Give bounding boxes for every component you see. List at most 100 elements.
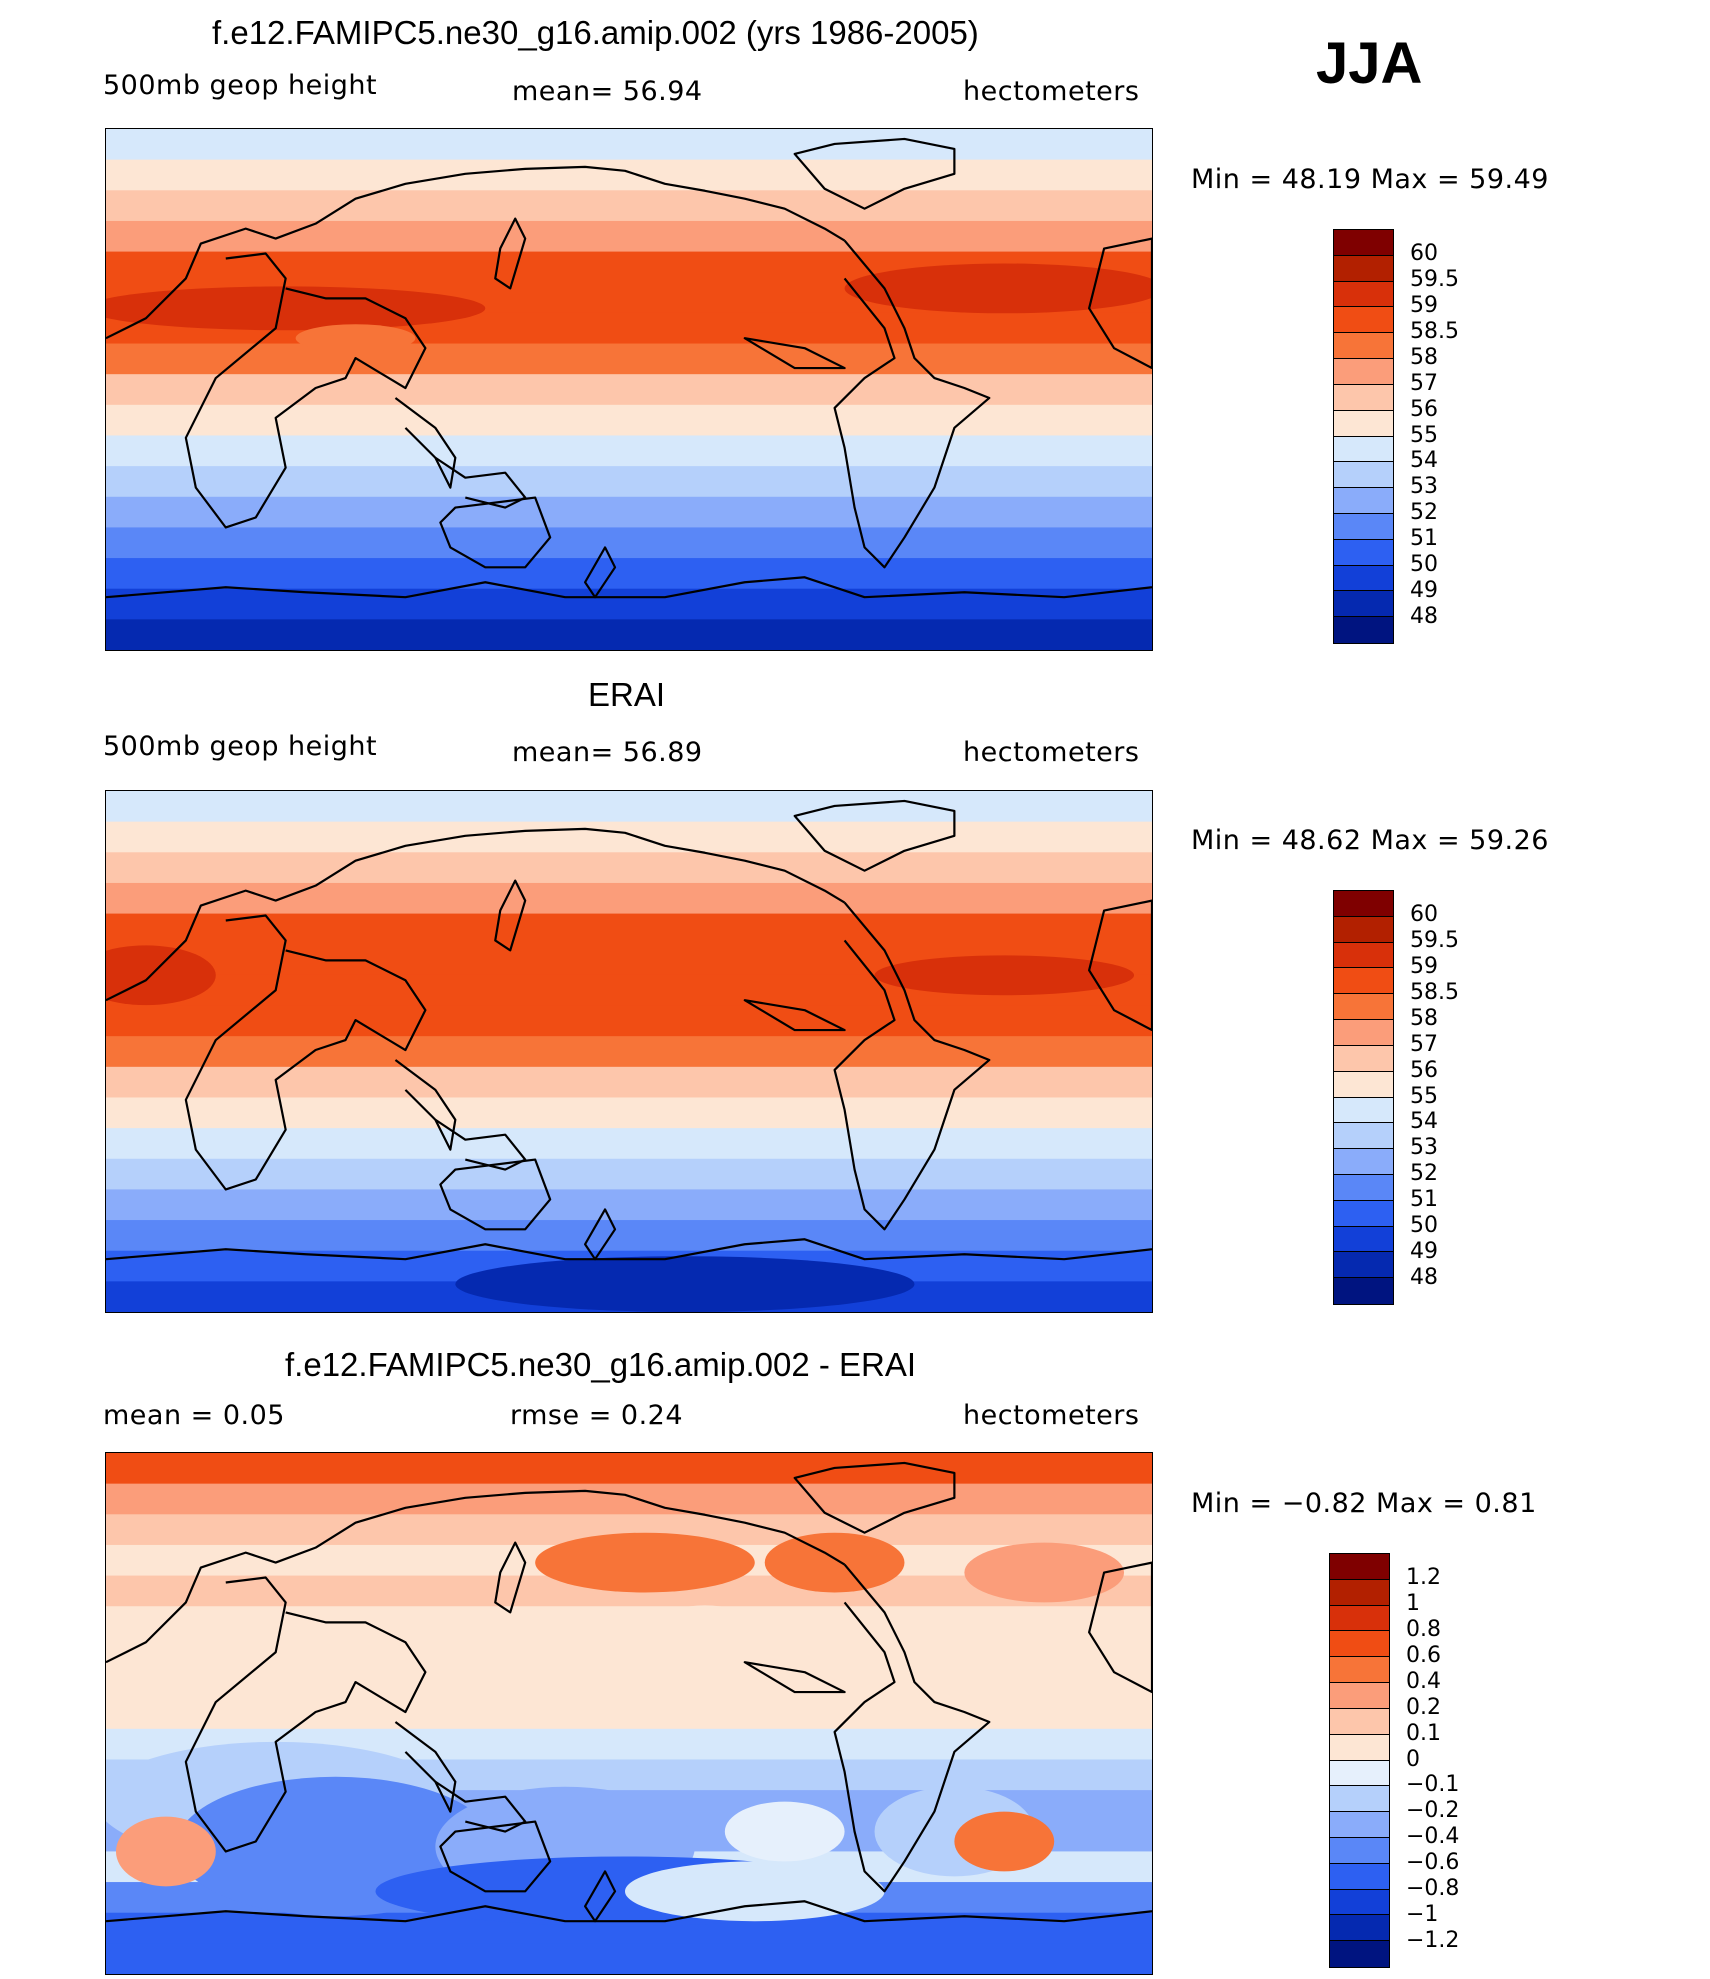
coastline xyxy=(106,1900,1152,1923)
colorbar-tick-label: −0.2 xyxy=(1406,1798,1460,1824)
anomaly-region xyxy=(115,1816,216,1887)
contour-band xyxy=(106,558,1152,590)
panel-2-title: ERAI xyxy=(588,676,666,713)
panel-1-units-label: hectometers xyxy=(963,76,1140,107)
contour-band xyxy=(106,343,1152,376)
colorbar-swatch xyxy=(1330,1786,1389,1813)
colorbar-swatch xyxy=(1334,539,1393,566)
anomaly-region xyxy=(724,1801,845,1862)
coastline xyxy=(106,827,846,1002)
contour-band xyxy=(106,1128,1152,1160)
anomaly-region xyxy=(664,1605,745,1630)
coastline xyxy=(106,576,1152,599)
contour-band xyxy=(106,1097,1152,1130)
coastline xyxy=(743,337,846,370)
colorbar-swatch xyxy=(1334,410,1393,437)
colorbar-tick-label: 55 xyxy=(1410,1083,1438,1109)
contour-band xyxy=(106,374,1152,406)
coastline xyxy=(394,397,457,489)
panel-3-title: f.e12.FAMIPC5.ne30_g16.amip.002 - ERAI xyxy=(285,1346,917,1383)
colorbar-tick-label: 52 xyxy=(1410,500,1438,526)
colorbar-tick-label: 60 xyxy=(1410,901,1438,927)
contour-band xyxy=(106,1453,1152,1485)
coastline xyxy=(439,496,552,569)
panel-3-colorbar xyxy=(1329,1553,1390,1968)
colorbar-tick-label: 54 xyxy=(1410,1109,1438,1135)
anomaly-region xyxy=(964,1542,1125,1603)
contour-band xyxy=(106,129,1152,161)
colorbar-tick-label: 57 xyxy=(1410,370,1438,396)
colorbar-swatch xyxy=(1334,1278,1393,1304)
contour-band xyxy=(106,821,1152,854)
colorbar-tick-label: 50 xyxy=(1410,552,1438,578)
colorbar-swatch xyxy=(1330,1760,1389,1787)
anomaly-region xyxy=(455,1256,915,1312)
contour-band xyxy=(106,190,1152,222)
colorbar-swatch xyxy=(1330,1889,1389,1916)
colorbar-swatch xyxy=(1334,488,1393,514)
panel-3-rmse-label: rmse = 0.24 xyxy=(510,1400,684,1431)
panel-1-mean-label: mean= 56.94 xyxy=(512,76,703,107)
panel-2-mean-label: mean= 56.89 xyxy=(512,737,703,768)
colorbar-tick-label: −1 xyxy=(1406,1902,1439,1928)
colorbar-swatch xyxy=(1330,1554,1389,1580)
colorbar-tick-label: 50 xyxy=(1410,1213,1438,1239)
contour-band xyxy=(106,913,1152,946)
contour-band xyxy=(106,1667,1152,1700)
colorbar-tick-label: 0.8 xyxy=(1406,1616,1441,1642)
colorbar-swatch xyxy=(1334,891,1393,917)
coastline xyxy=(439,1158,552,1231)
coastline xyxy=(106,165,846,340)
colorbar-swatch xyxy=(1330,1579,1389,1606)
colorbar-swatch xyxy=(1334,281,1393,308)
colorbar-tick-label: −0.1 xyxy=(1406,1772,1460,1798)
colorbar-swatch xyxy=(1334,513,1393,540)
panel-3-minmax: Min = −0.82 Max = 0.81 xyxy=(1191,1488,1537,1519)
colorbar-tick-label: 0.6 xyxy=(1406,1642,1441,1668)
coastline xyxy=(184,252,427,529)
contour-band xyxy=(106,1698,1152,1730)
colorbar-tick-label: 0.1 xyxy=(1406,1720,1441,1746)
colorbar-tick-label: 1 xyxy=(1406,1590,1420,1616)
panel-1-minmax: Min = 48.19 Max = 59.49 xyxy=(1191,164,1549,195)
colorbar-tick-label: 59 xyxy=(1410,953,1438,979)
colorbar-swatch xyxy=(1330,1631,1389,1658)
coastline xyxy=(184,1576,427,1853)
coastline xyxy=(434,1118,527,1171)
panel-1-variable-label: 500mb geop height xyxy=(103,70,378,101)
colorbar-swatch xyxy=(1334,1071,1393,1098)
coastline xyxy=(494,879,527,952)
colorbar-tick-label: 58 xyxy=(1410,1005,1438,1031)
coastline xyxy=(184,914,427,1191)
colorbar-tick-label: 0.2 xyxy=(1406,1694,1441,1720)
colorbar-tick-label: 56 xyxy=(1410,396,1438,422)
contour-band xyxy=(106,404,1152,437)
colorbar-tick-label: −0.6 xyxy=(1406,1850,1460,1876)
colorbar-tick-label: 0 xyxy=(1406,1746,1420,1772)
colorbar-swatch xyxy=(1334,968,1393,995)
colorbar-tick-label: −0.8 xyxy=(1406,1876,1460,1902)
coastline xyxy=(793,137,956,210)
coastline xyxy=(1088,1561,1152,1694)
colorbar-swatch xyxy=(1330,1657,1389,1684)
colorbar-swatch xyxy=(1330,1605,1389,1632)
colorbar-swatch xyxy=(1330,1708,1389,1735)
contour-band xyxy=(106,1220,1152,1252)
contour-band xyxy=(106,1005,1152,1038)
colorbar-swatch xyxy=(1330,1863,1389,1890)
contour-band xyxy=(106,1483,1152,1516)
colorbar-tick-label: 1.2 xyxy=(1406,1564,1441,1590)
colorbar-swatch xyxy=(1334,591,1393,618)
contour-band xyxy=(106,159,1152,192)
colorbar-swatch xyxy=(1334,462,1393,489)
panel-2-minmax: Min = 48.62 Max = 59.26 xyxy=(1191,825,1549,856)
coastline xyxy=(743,999,846,1032)
colorbar-tick-label: 55 xyxy=(1410,422,1438,448)
coastline xyxy=(833,239,991,569)
panel-2-map xyxy=(105,790,1153,1313)
colorbar-tick-label: 53 xyxy=(1410,1135,1438,1161)
contour-band xyxy=(106,1606,1152,1638)
colorbar-tick-label: 52 xyxy=(1410,1161,1438,1187)
colorbar-tick-label: 0.4 xyxy=(1406,1668,1441,1694)
coastline xyxy=(106,1238,1152,1261)
